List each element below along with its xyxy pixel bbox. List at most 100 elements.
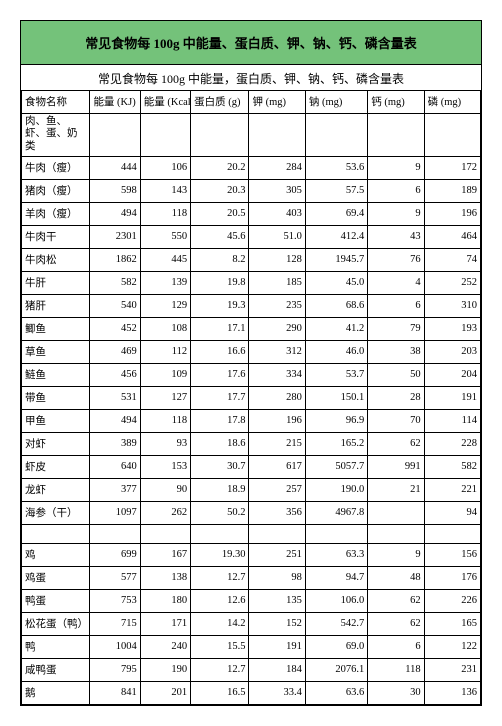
table-row: 松花蛋（鸭）71517114.2152542.762165 <box>22 612 481 635</box>
value-cell: 18.6 <box>191 432 249 455</box>
table-row: 龙虾3779018.9257190.021221 <box>22 478 481 501</box>
value-cell: 191 <box>249 635 305 658</box>
value-cell: 203 <box>424 340 480 363</box>
empty-cell <box>191 524 249 543</box>
value-cell: 1004 <box>90 635 140 658</box>
value-cell: 69.0 <box>305 635 367 658</box>
empty-cell <box>140 113 190 156</box>
value-cell: 9 <box>368 543 424 566</box>
value-cell: 226 <box>424 589 480 612</box>
value-cell: 51.0 <box>249 225 305 248</box>
value-cell: 715 <box>90 612 140 635</box>
value-cell: 617 <box>249 455 305 478</box>
table-row: 虾皮64015330.76175057.7991582 <box>22 455 481 478</box>
value-cell: 280 <box>249 386 305 409</box>
value-cell: 53.6 <box>305 156 367 179</box>
value-cell: 356 <box>249 501 305 524</box>
food-name-cell: 鲢鱼 <box>22 363 90 386</box>
value-cell <box>368 501 424 524</box>
value-cell: 9 <box>368 202 424 225</box>
food-name-cell: 松花蛋（鸭） <box>22 612 90 635</box>
food-name-cell: 牛肉（瘦） <box>22 156 90 179</box>
value-cell: 6 <box>368 294 424 317</box>
value-cell: 98 <box>249 566 305 589</box>
value-cell: 139 <box>140 271 190 294</box>
food-name-cell: 鹅 <box>22 681 90 704</box>
table-row: 鲢鱼45610917.633453.750204 <box>22 363 481 386</box>
col-header: 磷 (mg) <box>424 90 480 113</box>
value-cell: 135 <box>249 589 305 612</box>
value-cell: 189 <box>424 179 480 202</box>
table-body: 肉、鱼、虾、蛋、奶类牛肉（瘦）44410620.228453.69172猪肉（瘦… <box>22 113 481 704</box>
value-cell: 63.6 <box>305 681 367 704</box>
table-frame: 常见食物每 100g 中能量、蛋白质、钾、钠、钙、磷含量表 常见食物每 100g… <box>20 20 482 706</box>
value-cell: 70 <box>368 409 424 432</box>
value-cell: 841 <box>90 681 140 704</box>
table-row: 羊肉（瘦）49411820.540369.49196 <box>22 202 481 225</box>
food-name-cell: 草鱼 <box>22 340 90 363</box>
value-cell: 106 <box>140 156 190 179</box>
value-cell: 1097 <box>90 501 140 524</box>
table-row: 海参（干）109726250.23564967.894 <box>22 501 481 524</box>
value-cell: 28 <box>368 386 424 409</box>
value-cell: 43 <box>368 225 424 248</box>
value-cell: 17.8 <box>191 409 249 432</box>
food-name-cell: 甲鱼 <box>22 409 90 432</box>
value-cell: 699 <box>90 543 140 566</box>
value-cell: 167 <box>140 543 190 566</box>
value-cell: 18.9 <box>191 478 249 501</box>
table-row: 鹅84120116.533.463.630136 <box>22 681 481 704</box>
value-cell: 190 <box>140 658 190 681</box>
value-cell: 62 <box>368 612 424 635</box>
table-row: 牛肉松18624458.21281945.77674 <box>22 248 481 271</box>
value-cell: 6 <box>368 179 424 202</box>
value-cell: 19.30 <box>191 543 249 566</box>
value-cell: 191 <box>424 386 480 409</box>
value-cell: 228 <box>424 432 480 455</box>
value-cell: 196 <box>249 409 305 432</box>
value-cell: 456 <box>90 363 140 386</box>
value-cell: 19.3 <box>191 294 249 317</box>
value-cell: 74 <box>424 248 480 271</box>
value-cell: 17.7 <box>191 386 249 409</box>
food-name-cell: 鸭 <box>22 635 90 658</box>
value-cell: 12.7 <box>191 658 249 681</box>
value-cell: 12.7 <box>191 566 249 589</box>
value-cell: 1945.7 <box>305 248 367 271</box>
value-cell: 62 <box>368 589 424 612</box>
header-row: 食物名称 能量 (KJ) 能量 (Kcal) 蛋白质 (g) 钾 (mg) 钠 … <box>22 90 481 113</box>
value-cell: 172 <box>424 156 480 179</box>
value-cell: 5057.7 <box>305 455 367 478</box>
value-cell: 57.5 <box>305 179 367 202</box>
value-cell: 165 <box>424 612 480 635</box>
value-cell: 204 <box>424 363 480 386</box>
table-row: 猪肝54012919.323568.66310 <box>22 294 481 317</box>
value-cell: 753 <box>90 589 140 612</box>
value-cell: 444 <box>90 156 140 179</box>
value-cell: 16.6 <box>191 340 249 363</box>
value-cell: 540 <box>90 294 140 317</box>
table-row: 咸鸭蛋79519012.71842076.1118231 <box>22 658 481 681</box>
value-cell: 19.8 <box>191 271 249 294</box>
empty-cell <box>368 113 424 156</box>
value-cell: 30.7 <box>191 455 249 478</box>
value-cell: 180 <box>140 589 190 612</box>
value-cell: 76 <box>368 248 424 271</box>
food-name-cell: 鸡蛋 <box>22 566 90 589</box>
col-header: 能量 (KJ) <box>90 90 140 113</box>
value-cell: 445 <box>140 248 190 271</box>
value-cell: 577 <box>90 566 140 589</box>
value-cell: 45.6 <box>191 225 249 248</box>
value-cell: 69.4 <box>305 202 367 225</box>
value-cell: 6 <box>368 635 424 658</box>
value-cell: 165.2 <box>305 432 367 455</box>
value-cell: 235 <box>249 294 305 317</box>
value-cell: 94.7 <box>305 566 367 589</box>
empty-cell <box>424 524 480 543</box>
table-row: 牛肉干230155045.651.0412.443464 <box>22 225 481 248</box>
table-row: 牛肝58213919.818545.04252 <box>22 271 481 294</box>
food-name-cell: 鸡 <box>22 543 90 566</box>
value-cell: 33.4 <box>249 681 305 704</box>
value-cell: 257 <box>249 478 305 501</box>
food-name-cell: 海参（干） <box>22 501 90 524</box>
